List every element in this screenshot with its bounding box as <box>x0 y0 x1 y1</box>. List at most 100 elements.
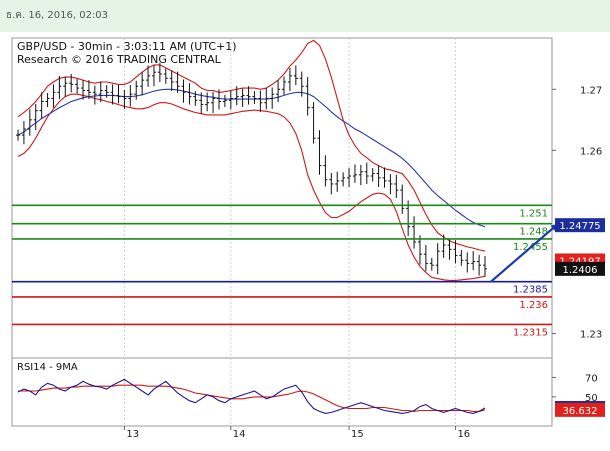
ohlc-bar <box>92 85 97 105</box>
ohlc-bar <box>140 72 145 96</box>
rsi-line <box>17 378 486 414</box>
ohlc-bar <box>465 252 470 273</box>
level-label: 1.236 <box>519 300 548 311</box>
ohlc-bar <box>199 92 204 114</box>
rsi-tick-label: 70 <box>585 373 598 384</box>
ohlc-bar <box>429 257 434 271</box>
projection-arrow <box>490 222 559 283</box>
ohlc-bar <box>264 88 269 110</box>
level-label: 1.2385 <box>513 285 548 296</box>
ohlc-bar <box>146 65 151 87</box>
ohlc-bar <box>400 184 405 214</box>
ohlc-bar <box>222 94 227 108</box>
ohlc-bar <box>417 235 422 265</box>
ohlc-bar <box>323 155 328 187</box>
ohlc-bar <box>69 74 74 93</box>
ohlc-bar <box>27 109 32 136</box>
ohlc-bar <box>228 90 233 110</box>
ohlc-bar <box>459 249 464 266</box>
chart-subtitle: Research © 2016 TRADING CENTRAL <box>17 53 222 66</box>
ohlc-bar <box>370 168 375 182</box>
ohlc-bar <box>175 71 180 93</box>
bollinger-upper-line <box>17 39 486 252</box>
ohlc-bar <box>187 83 192 105</box>
ohlc-bar <box>276 80 281 103</box>
ohlc-bar <box>163 68 168 84</box>
price-tag: 1.2406 <box>563 265 598 276</box>
price-tag-box <box>555 218 605 233</box>
rsi-tag: 36.632 <box>563 406 598 417</box>
ohlc-bar <box>234 86 239 106</box>
moving-average-line <box>17 88 486 228</box>
ohlc-bar <box>57 75 62 100</box>
ohlc-bar <box>258 90 263 112</box>
bollinger-lower-line <box>17 93 486 281</box>
ohlc-bar <box>364 162 369 184</box>
ohlc-bar <box>51 84 56 108</box>
ohlc-bar <box>483 256 487 277</box>
chart-title: GBP/USD - 30min - 3:03:11 AM (UTC+1) <box>17 40 237 53</box>
price-tag-box <box>555 261 605 276</box>
price-bars <box>16 63 487 277</box>
rsi-panel <box>11 357 553 427</box>
rsi-title: RSI14 - 9MA <box>17 362 78 373</box>
ohlc-bar <box>33 103 38 131</box>
ohlc-bar <box>157 63 162 82</box>
ohlc-bar <box>394 174 399 198</box>
rsi-tag-box <box>555 402 605 417</box>
level-label: 1.248 <box>519 227 548 238</box>
ohlc-bar <box>45 92 50 108</box>
ohlc-bar <box>21 121 26 145</box>
ohlc-bar <box>240 88 245 108</box>
ohlc-bar <box>205 92 210 112</box>
level-label: 1.251 <box>519 208 548 219</box>
ohlc-bar <box>435 243 440 275</box>
ohlc-bar <box>388 174 393 195</box>
ohlc-bar <box>352 164 357 183</box>
ohlc-bar <box>287 67 292 92</box>
x-tick-label: 14 <box>233 429 246 440</box>
ohlc-bar <box>412 216 417 249</box>
ohlc-bar <box>151 65 156 87</box>
ohlc-bar <box>347 168 352 188</box>
x-tick-label: 16 <box>457 429 470 440</box>
ohlc-bar <box>423 245 428 272</box>
rsi-tick-label: 50 <box>585 393 598 404</box>
ohlc-bar <box>181 79 186 103</box>
ohlc-bar <box>75 78 80 94</box>
ohlc-bar <box>477 254 482 276</box>
ohlc-bar <box>128 85 133 107</box>
ohlc-bar <box>282 76 287 95</box>
ohlc-bar <box>382 167 387 188</box>
ohlc-bar <box>376 165 381 188</box>
ohlc-bar <box>216 89 221 110</box>
ohlc-bar <box>311 102 316 144</box>
ohlc-bar <box>471 251 476 271</box>
ohlc-bar <box>335 171 340 192</box>
ohlc-bar <box>98 81 103 103</box>
main-panel <box>11 37 553 359</box>
axes: 13 14 15 16 1.27 1.26 1.23 70 50 <box>123 85 602 440</box>
ohlc-bar <box>358 165 363 186</box>
rsi-lines <box>17 378 486 414</box>
ohlc-bar <box>193 91 198 106</box>
ohlc-bar <box>270 87 275 109</box>
x-tick-label: 13 <box>126 429 139 440</box>
ohlc-bar <box>252 91 257 104</box>
ohlc-bar <box>406 200 411 236</box>
level-label: 1.2315 <box>513 327 548 338</box>
timestamp: ธ.ค. 16, 2016, 02:03 <box>6 10 109 21</box>
ohlc-bar <box>86 80 91 100</box>
ohlc-bar <box>81 80 86 100</box>
ohlc-bar <box>341 172 346 187</box>
y-tick-label: 1.26 <box>580 146 602 157</box>
ohlc-bar <box>16 129 20 141</box>
ohlc-bar <box>104 85 109 98</box>
ohlc-bar <box>453 240 458 264</box>
ohlc-bar <box>317 130 322 175</box>
price-tag: 1.24775 <box>559 221 600 232</box>
ohlc-bar <box>305 77 310 116</box>
